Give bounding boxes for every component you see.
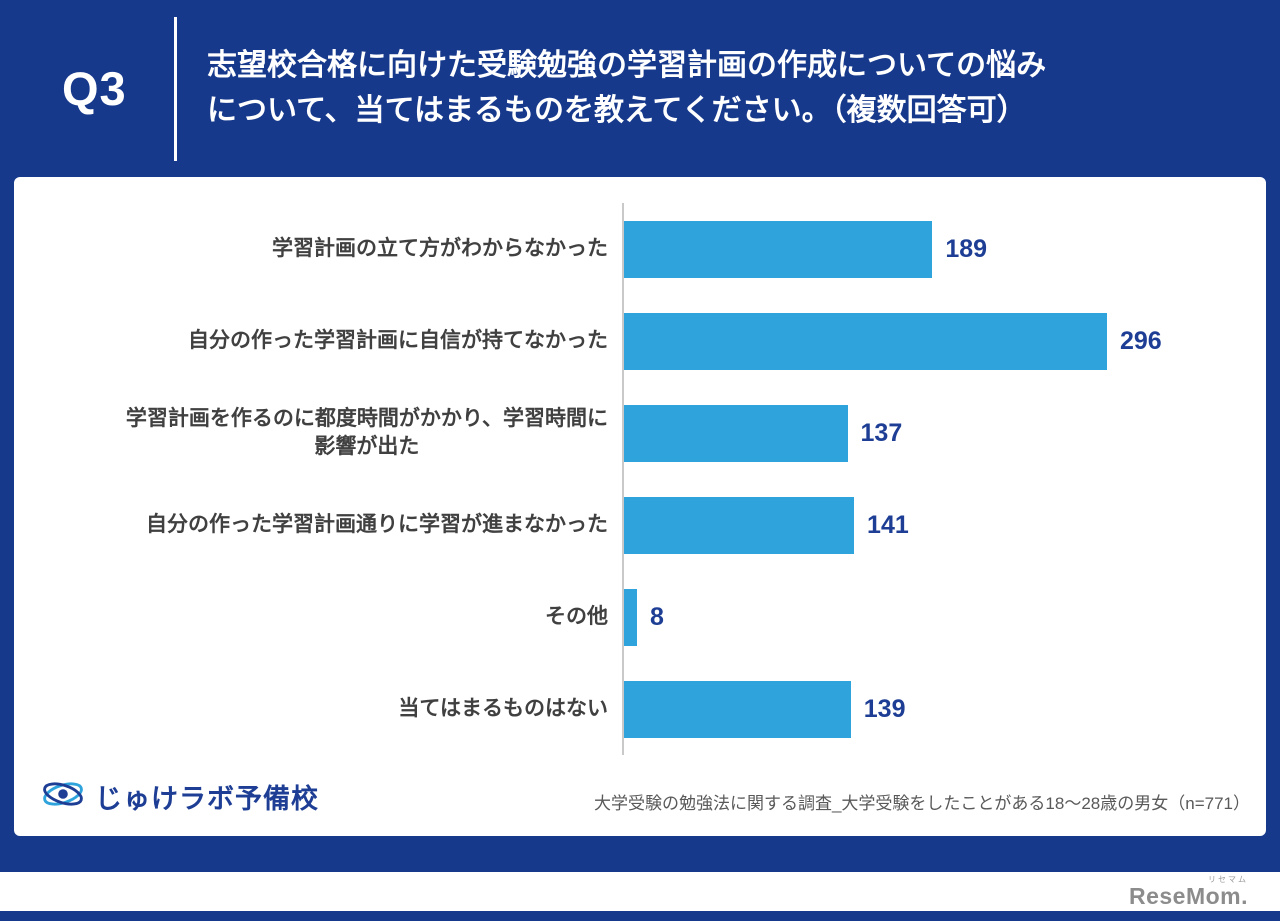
- value-label: 137: [860, 418, 903, 447]
- card-footer: じゅけラボ予備校 大学受験の勉強法に関する調査_大学受験をしたことがある18〜2…: [40, 771, 1250, 822]
- category-label: 自分の作った学習計画通りに学習が進まなかった: [146, 512, 608, 536]
- category-label: 学習計画の立て方がわからなかった: [272, 236, 608, 260]
- header-divider: [174, 16, 177, 161]
- value-label: 189: [945, 234, 988, 263]
- chart-row: 自分の作った学習計画通りに学習が進まなかった 141: [24, 479, 1244, 571]
- question-title-line2: について、当てはまるものを教えてください。（複数回答可）: [207, 93, 1027, 127]
- bottom-bar: [0, 911, 1280, 921]
- bar-area: 141: [622, 479, 1244, 571]
- chart-card: 学習計画の立て方がわからなかった 189 自分の作った学習計画に自信が持てなかった 2…: [14, 177, 1266, 836]
- footer-strip: リセマム ReseMom.: [0, 872, 1280, 911]
- bar: [624, 496, 855, 554]
- chart-row: 自分の作った学習計画に自信が持てなかった 296: [24, 295, 1244, 387]
- value-label: 296: [1119, 326, 1162, 355]
- jukelab-logo: じゅけラボ予備校: [40, 771, 319, 822]
- resemom-katakana: リセマム: [1208, 874, 1248, 884]
- chart-row: その他 8: [24, 571, 1244, 663]
- resemom-logo-text: ReseMom.: [1128, 882, 1248, 909]
- bar: [624, 404, 848, 462]
- header: Q3 志望校合格に向けた受験勉強の学習計画の作成についての悩み について、当ては…: [0, 0, 1280, 177]
- bar-area: 137: [622, 387, 1244, 479]
- value-label: 8: [650, 602, 664, 631]
- jukelab-logo-text: じゅけラボ予備校: [95, 784, 319, 814]
- question-title-line1: 志望校合格に向けた受験勉強の学習計画の作成についての悩み: [207, 49, 1047, 83]
- category-label: 自分の作った学習計画に自信が持てなかった: [188, 328, 608, 352]
- bar: [624, 312, 1107, 370]
- bar: [624, 680, 851, 738]
- chart-row: 学習計画の立て方がわからなかった 189: [24, 203, 1244, 295]
- bar-area: 139: [622, 663, 1244, 755]
- question-number: Q3: [62, 62, 127, 115]
- value-label: 139: [863, 694, 906, 723]
- bar: [624, 220, 933, 278]
- resemom-logo: リセマム ReseMom.: [1128, 874, 1248, 909]
- category-label: 当てはまるものはない: [398, 696, 608, 720]
- chart-row: 学習計画を作るのに都度時間がかかり、学習時間に 影響が出た 137: [24, 387, 1244, 479]
- value-label: 141: [867, 510, 909, 539]
- chart-row: 当てはまるものはない 139: [24, 663, 1244, 755]
- bar-area: 189: [622, 203, 1244, 295]
- jukelab-logo-icon: [40, 771, 86, 822]
- question-title: 志望校合格に向けた受験勉強の学習計画の作成についての悩み について、当てはまるも…: [207, 44, 1046, 133]
- category-label: 学習計画を作るのに都度時間がかかり、学習時間に 影響が出た: [125, 406, 608, 458]
- bar: [624, 588, 638, 646]
- bar-area: 296: [622, 295, 1244, 387]
- bar-chart: 学習計画の立て方がわからなかった 189 自分の作った学習計画に自信が持てなかった 2…: [24, 203, 1244, 755]
- survey-source-note: 大学受験の勉強法に関する調査_大学受験をしたことがある18〜28歳の男女（n=7…: [593, 794, 1250, 813]
- category-label: その他: [545, 604, 608, 628]
- bar-area: 8: [622, 571, 1244, 663]
